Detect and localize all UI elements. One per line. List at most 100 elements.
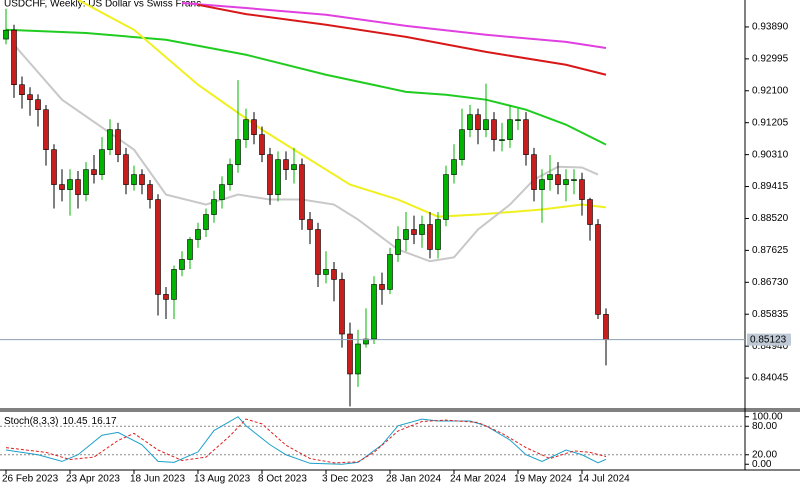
candle-body [99, 149, 105, 175]
y-tick-label: 20.00 [752, 449, 777, 460]
candle-body [603, 314, 609, 340]
candle-body [475, 114, 481, 130]
moving-average [197, 3, 607, 76]
candle-body [91, 169, 97, 175]
candle-body [507, 119, 513, 140]
x-tick-label: 18 Jun 2023 [130, 474, 185, 485]
y-tick-label: 100.00 [752, 411, 783, 422]
x-tick-label: 3 Dec 2023 [322, 474, 374, 485]
candle-body [67, 179, 73, 190]
y-tick-label: 0.89415 [752, 181, 789, 192]
candle-body [547, 174, 553, 180]
y-tick-label: 0.00 [752, 459, 772, 470]
y-tick-label: 0.92995 [752, 53, 789, 64]
candle-body [19, 84, 25, 95]
candle-body [595, 224, 601, 315]
candle-body [27, 94, 33, 100]
candle-body [331, 269, 337, 280]
candle-body [571, 179, 577, 181]
x-tick-label: 28 Jan 2024 [386, 474, 441, 485]
candle-body [3, 29, 9, 40]
candle-body [355, 343, 361, 375]
candle-body [363, 338, 369, 345]
candle-body [83, 169, 89, 195]
candle-body [427, 224, 433, 250]
y-tick-label: 80.00 [752, 421, 777, 432]
last-price-label: 0.85123 [750, 334, 787, 345]
y-tick-label: 0.84940 [752, 341, 789, 352]
candle-body [339, 279, 345, 335]
candle-body [315, 229, 321, 275]
candle-body [259, 134, 265, 155]
candle-body [11, 29, 17, 86]
candle-body [467, 114, 473, 130]
candle-body [131, 174, 137, 185]
candle-body [539, 179, 545, 190]
candle-body [435, 219, 441, 250]
candle-body [291, 164, 297, 170]
candle-body [491, 119, 497, 140]
candle-body [195, 229, 201, 240]
candle-body [515, 119, 521, 121]
x-tick-label: 19 May 2024 [514, 474, 572, 485]
candle-body [531, 154, 537, 190]
candle-body [379, 284, 385, 290]
candle-body [403, 229, 409, 240]
y-tick-label: 0.84045 [752, 373, 789, 384]
x-tick-label: 26 Feb 2023 [2, 474, 59, 485]
moving-average [77, 0, 607, 218]
candle-body [227, 164, 233, 185]
indicator-title: Stoch(8,3,3) [4, 416, 58, 427]
candle-body [75, 179, 81, 195]
candle-body [283, 159, 289, 170]
candle-body [459, 129, 465, 160]
candle-body [579, 179, 585, 200]
candle-body [411, 229, 417, 235]
x-tick-label: 13 Aug 2023 [194, 474, 251, 485]
candle-body [51, 149, 57, 185]
candle-body [35, 99, 41, 110]
candle-body [107, 129, 113, 150]
candle-body [115, 129, 121, 155]
candle-body [483, 119, 489, 130]
candle-body [419, 224, 425, 235]
x-tick-label: 24 Mar 2024 [450, 474, 507, 485]
candle-body [267, 154, 273, 195]
indicator-line [5, 416, 607, 465]
candle-body [499, 139, 505, 141]
candle-body [171, 269, 177, 300]
indicator-value: 10.45 [62, 416, 87, 427]
chart-title: USDCHF, Weekly: US Dollar vs Swiss Franc [4, 0, 201, 10]
y-tick-label: 0.93890 [752, 22, 789, 33]
y-tick-label: 0.85835 [752, 309, 789, 320]
candle-body [347, 333, 353, 375]
candle-body [211, 199, 217, 215]
candle-body [395, 239, 401, 255]
candle-body [323, 269, 329, 275]
indicator-header: Stoch(8,3,3) 10.45 16.17 [4, 416, 117, 427]
candle-body [451, 159, 457, 175]
y-tick-label: 0.91205 [752, 117, 789, 128]
last-price-box [747, 333, 791, 346]
y-tick-label: 0.92100 [752, 85, 789, 96]
candle-body [299, 164, 305, 220]
candle-body [219, 184, 225, 200]
candle-body [387, 254, 393, 290]
y-tick-label: 0.88520 [752, 213, 789, 224]
moving-average [181, 2, 607, 49]
moving-average [5, 28, 607, 146]
x-tick-label: 8 Oct 2023 [258, 474, 307, 485]
candle-body [243, 119, 249, 140]
candle-body [43, 109, 49, 150]
candle-body [443, 174, 449, 220]
candle-body [235, 139, 241, 165]
candle-body [555, 174, 561, 185]
candle-body [163, 294, 169, 300]
x-tick-label: 23 Apr 2023 [66, 474, 120, 485]
candle-body [523, 119, 529, 155]
candle-body [123, 154, 129, 185]
candle-body [59, 184, 65, 190]
y-tick-label: 0.87625 [752, 245, 789, 256]
